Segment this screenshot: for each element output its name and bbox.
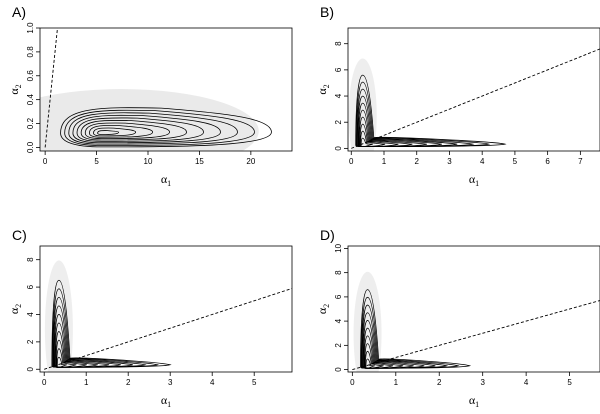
panel-label: D) [320,227,335,243]
x-tick-label: 5 [513,157,518,166]
contour-line [355,74,507,148]
y-tick-label: 0.6 [26,70,35,82]
panel-1: 0 5 10 15 20 0.0 0.2 0.4 0.6 0.8 1.0 α1 α2 A) [7,4,293,188]
y-tick-label: 0.2 [26,117,35,129]
x-tick-label: 1 [382,157,387,166]
x-tick-label: 3 [480,378,485,387]
panel-2: 0 1 2 3 4 5 6 7 0 2 4 6 8 α1 α2 B) [315,4,600,188]
density-shade [40,89,259,151]
contour-line [88,125,154,138]
panel-label: A) [12,4,26,20]
y-tick-label: 4 [334,93,343,98]
y-tick-label: 0.8 [26,46,35,58]
contour-area [348,48,600,151]
y-tick-label: 0.4 [26,94,35,106]
density-shade [348,58,377,151]
x-tick-label: 4 [524,378,529,387]
contour-area [40,28,272,151]
contour-line [72,114,221,144]
x-tick-label: 1 [394,378,399,387]
contour-area [352,271,600,372]
x-tick-label: 1 [84,378,89,387]
density-shade [353,271,382,372]
x-tick-label: 2 [437,378,442,387]
x-axis-label: α1 [161,172,171,188]
x-tick-label: 2 [126,378,131,387]
reference-line [351,48,600,149]
panel-3: 0 1 2 3 4 5 0 2 4 6 8 α1 α2 C) [7,227,293,409]
x-tick-label: 20 [246,157,255,166]
x-tick-label: 10 [144,157,153,166]
plot-frame [39,27,293,152]
x-tick-label: 3 [447,157,452,166]
y-axis-label: α2 [7,84,23,94]
y-tick-label: 0 [334,367,343,372]
contour-line [97,130,120,135]
panel-label: C) [12,227,27,243]
x-tick-label: 3 [168,378,173,387]
contour-line [64,109,255,146]
y-tick-label: 4 [334,318,343,323]
y-tick-label: 0 [26,366,35,371]
x-tick-label: 5 [567,378,572,387]
contour-line [84,122,171,140]
y-tick-label: 10 [334,243,343,252]
x-tick-label: 0 [349,157,354,166]
plot-frame [39,245,293,373]
contour-line [76,117,204,142]
x-axis-label: α1 [469,172,479,188]
reference-line [44,288,292,370]
y-tick-label: 6 [26,284,35,289]
x-tick-label: 6 [545,157,550,166]
y-tick-label: 8 [334,41,343,46]
x-tick-label: 2 [415,157,420,166]
reference-line [44,28,58,148]
x-tick-label: 0 [43,157,48,166]
y-axis-label: α2 [315,84,331,94]
contour-area [44,260,292,372]
x-tick-label: 7 [578,157,583,166]
y-axis-label: α2 [7,304,23,314]
y-tick-label: 6 [334,294,343,299]
y-tick-label: 6 [334,67,343,72]
reference-line [352,300,600,371]
x-axis-label: α1 [469,393,479,409]
contour-line [68,112,238,145]
x-tick-label: 4 [480,157,485,166]
x-tick-label: 0 [350,378,355,387]
y-tick-label: 8 [26,257,35,262]
contour-line [80,120,187,141]
contour-line [60,107,272,148]
panel-label: B) [320,4,334,20]
x-tick-label: 4 [210,378,215,387]
density-shade [44,260,73,372]
plot-frame [347,245,600,373]
x-tick-label: 0 [42,378,47,387]
x-tick-label: 5 [252,378,257,387]
y-tick-label: 2 [334,119,343,124]
y-tick-label: 0 [334,146,343,151]
plot-frame [347,27,600,152]
y-tick-label: 4 [26,312,35,317]
y-tick-label: 2 [26,339,35,344]
y-tick-label: 8 [334,270,343,275]
panel-4: 0 1 2 3 4 5 0 2 4 6 8 10 α1 α2 D) [315,227,600,409]
y-axis-label: α2 [315,304,331,314]
contour-line [93,127,137,137]
y-tick-label: 2 [334,343,343,348]
contour-line [360,137,373,148]
y-tick-label: 1.0 [26,22,35,34]
y-tick-label: 0.0 [26,141,35,153]
x-tick-label: 5 [94,157,99,166]
x-tick-label: 15 [195,157,204,166]
x-axis-label: α1 [161,393,171,409]
